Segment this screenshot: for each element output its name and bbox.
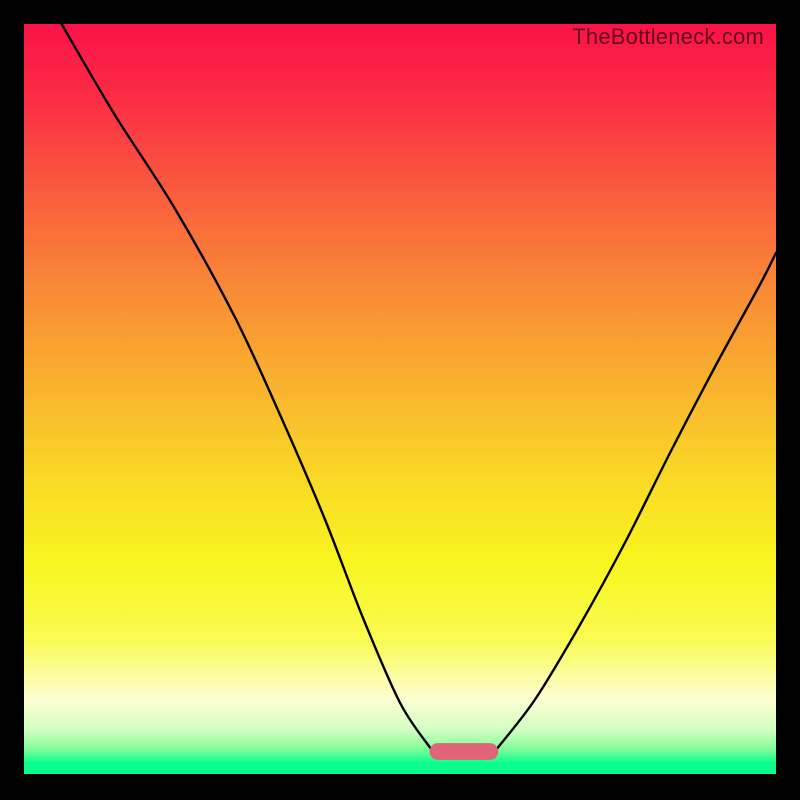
curve-layer (24, 24, 776, 774)
plot-area: TheBottleneck.com (24, 24, 776, 774)
optimal-zone-marker (430, 744, 498, 760)
watermark-text: TheBottleneck.com (572, 24, 764, 50)
curve-left-branch (62, 24, 430, 748)
chart-frame: TheBottleneck.com (0, 0, 800, 800)
curve-right-branch (498, 253, 776, 748)
